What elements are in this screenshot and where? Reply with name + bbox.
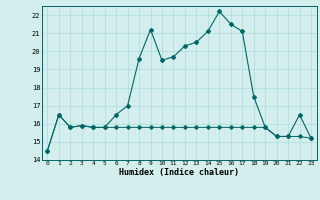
X-axis label: Humidex (Indice chaleur): Humidex (Indice chaleur) [119, 168, 239, 177]
